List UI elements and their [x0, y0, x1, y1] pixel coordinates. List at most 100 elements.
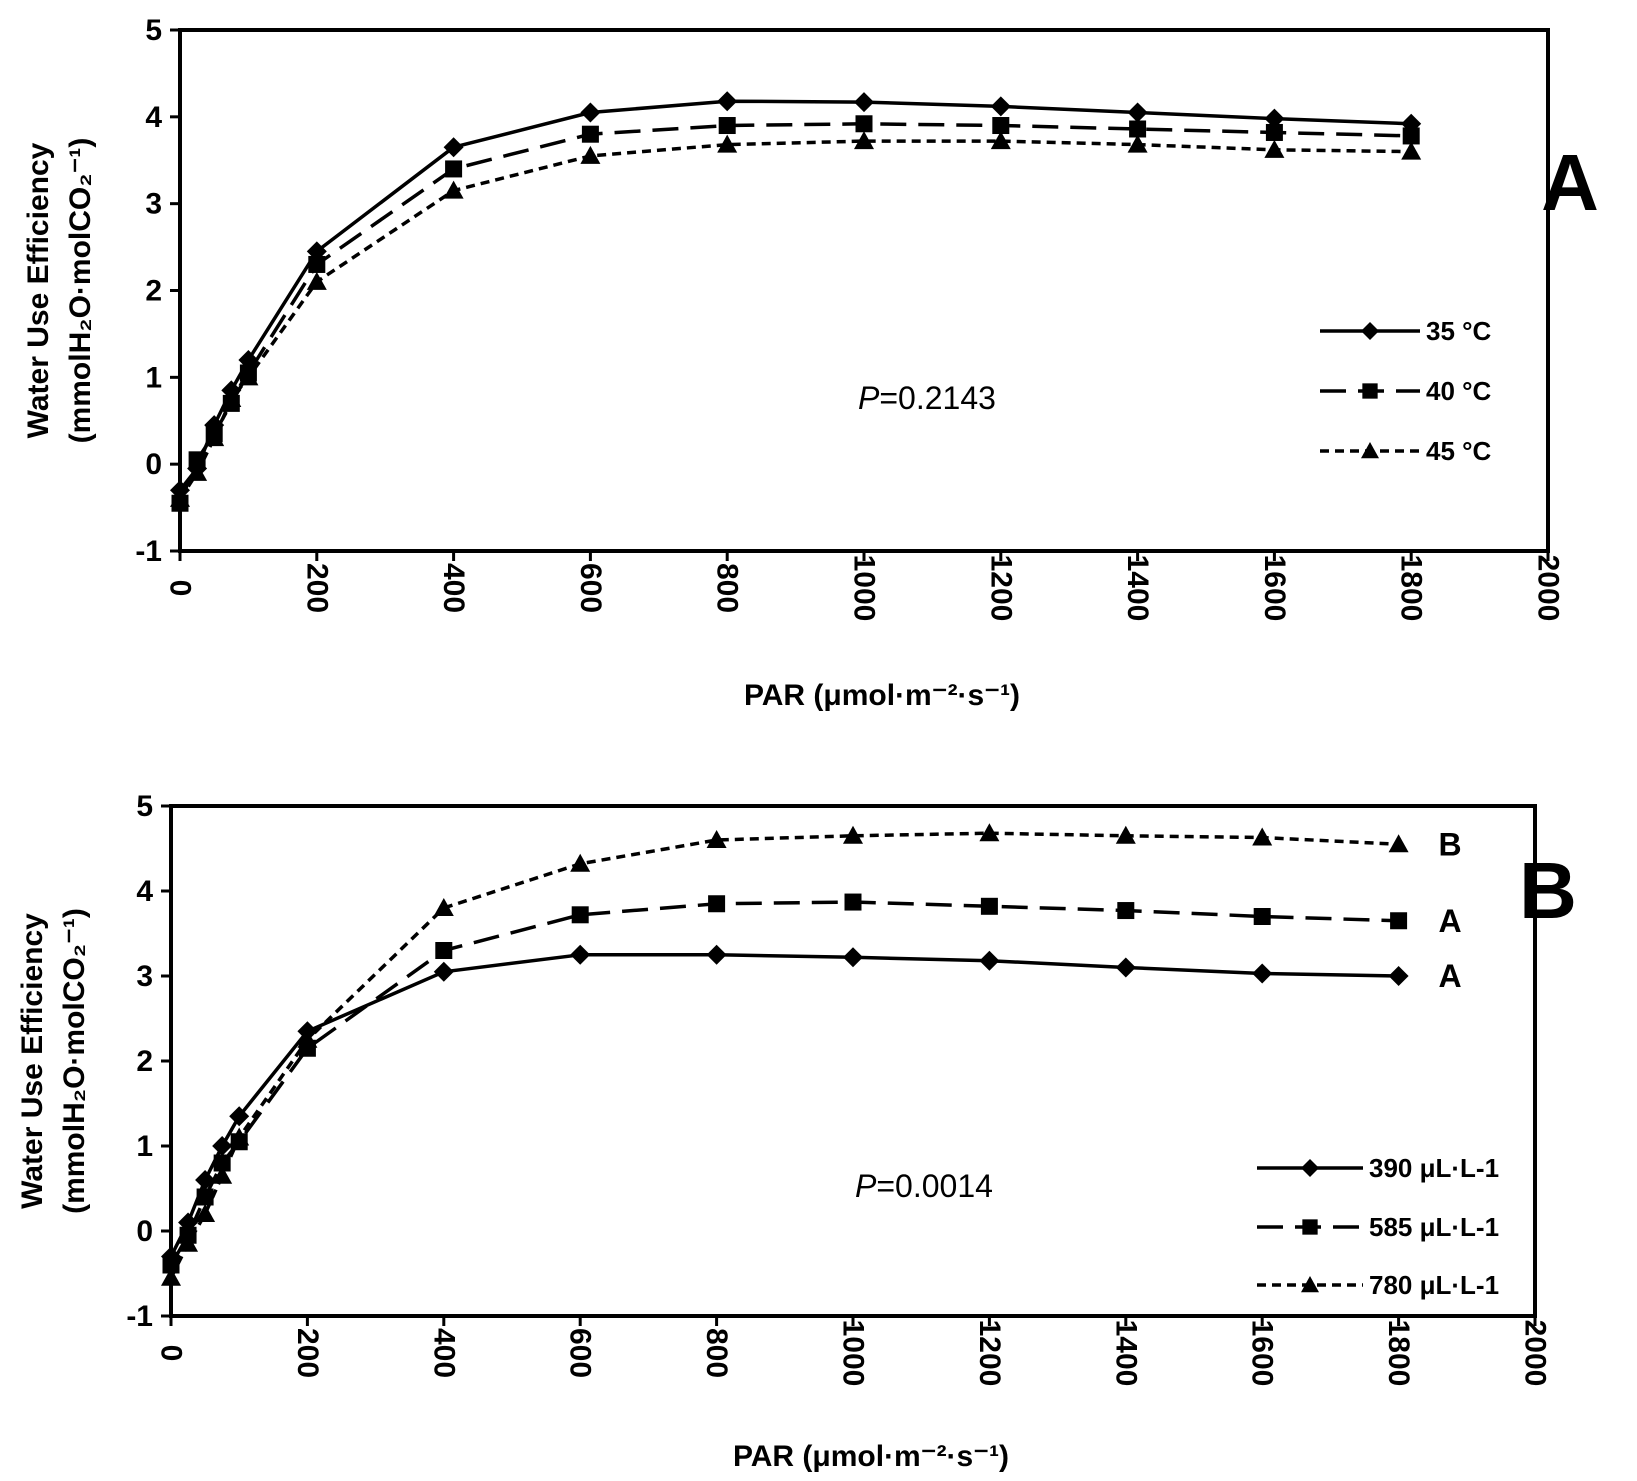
x-tick-label: 2000 [1519, 1320, 1552, 1387]
x-tick-label: 1800 [1395, 555, 1428, 622]
significance-label: B [1438, 826, 1461, 862]
x-tick-label: 1000 [848, 555, 881, 622]
series-2 [170, 131, 1422, 507]
data-point [717, 134, 738, 153]
y-tick-label: 3 [136, 960, 153, 993]
legend-marker [1301, 1276, 1319, 1293]
data-point [706, 830, 727, 848]
data-point [443, 180, 464, 199]
data-point [178, 1233, 199, 1252]
y-tick-label: 5 [145, 14, 162, 47]
legend-marker [1361, 322, 1379, 340]
data-point [706, 944, 727, 965]
data-point [580, 145, 601, 164]
data-point [221, 389, 242, 408]
significance-label: A [1438, 903, 1461, 939]
x-tick-label: 1200 [984, 555, 1017, 622]
data-point [1127, 134, 1148, 153]
data-point [1264, 139, 1285, 158]
p-value-symbol: P [858, 380, 880, 416]
series-line [178, 99, 1412, 492]
y-axis-label-line1: Water Use Efficiency [16, 913, 49, 1209]
data-point [980, 897, 998, 915]
legend-marker [1301, 1159, 1319, 1177]
data-point [1265, 123, 1283, 141]
data-point [1115, 957, 1136, 978]
legend-marker [1362, 383, 1378, 399]
data-point [843, 947, 863, 968]
data-point [844, 893, 862, 911]
data-point [238, 367, 259, 386]
y-tick-label: 1 [145, 361, 162, 394]
data-point [1252, 827, 1273, 846]
data-point [161, 1267, 181, 1286]
data-point [229, 1106, 250, 1127]
x-tick-label: 1400 [1121, 555, 1154, 622]
data-point [162, 1256, 180, 1274]
data-point [708, 895, 726, 913]
data-point [435, 942, 453, 959]
data-point [718, 117, 736, 135]
legend-marker [1302, 1219, 1318, 1235]
panel-label: A [1541, 138, 1599, 227]
data-point [306, 271, 327, 290]
data-point [843, 825, 863, 844]
series-line [169, 953, 1399, 1258]
data-point [1129, 120, 1147, 138]
x-tick-label: 1600 [1246, 1320, 1279, 1387]
data-point [212, 1165, 233, 1184]
y-tick-label: 5 [136, 790, 153, 823]
x-tick-label: 200 [291, 1328, 324, 1378]
data-point [212, 1136, 233, 1156]
data-point [1252, 963, 1273, 984]
legend-marker [1361, 442, 1379, 459]
data-point [170, 488, 190, 507]
data-point [854, 92, 874, 113]
legend-label: 585 μL·L-1 [1369, 1212, 1499, 1242]
series-line [169, 831, 1399, 1279]
data-point [297, 1029, 318, 1048]
data-point [570, 944, 591, 965]
y-tick-label: 0 [145, 448, 162, 481]
data-point [433, 898, 454, 916]
data-point [188, 451, 206, 469]
series-1 [171, 115, 1420, 512]
data-point [433, 961, 454, 982]
series-line [178, 139, 1412, 500]
x-tick-label: 800 [700, 1328, 733, 1378]
x-tick-label: 1600 [1258, 555, 1291, 622]
data-point [445, 160, 463, 178]
legend-label: 40 °C [1426, 376, 1492, 406]
y-tick-label: 2 [136, 1045, 153, 1078]
data-point [229, 1127, 250, 1146]
data-point [990, 96, 1011, 117]
x-tick-label: 400 [427, 1328, 460, 1378]
y-tick-label: 3 [145, 188, 162, 221]
legend-label: 35 °C [1426, 316, 1492, 346]
data-point [1390, 912, 1408, 930]
p-value-annotation: P=0.0014 [855, 1168, 993, 1204]
x-tick-label: 0 [164, 580, 197, 597]
y-axis-label-line1: Water Use Efficiency [22, 142, 55, 438]
data-point [1117, 902, 1135, 920]
y-tick-label: 4 [136, 875, 153, 908]
x-tick-label: 200 [300, 563, 333, 613]
data-point [187, 462, 208, 481]
significance-label: A [1438, 958, 1461, 994]
x-tick-label: 1000 [837, 1320, 870, 1387]
data-point [1264, 108, 1285, 129]
plot-frame [169, 804, 1537, 1318]
data-point [1127, 102, 1148, 123]
data-point [571, 906, 589, 924]
x-tick-label: 1200 [973, 1320, 1006, 1387]
data-point [717, 91, 738, 112]
x-tick-label: 600 [564, 1328, 597, 1378]
data-point [443, 137, 464, 158]
legend-label: 780 μL·L-1 [1369, 1270, 1499, 1300]
data-point [1388, 966, 1409, 986]
data-point [580, 102, 601, 123]
x-tick-label: 600 [574, 563, 607, 613]
y-tick-label: 1 [136, 1130, 153, 1163]
